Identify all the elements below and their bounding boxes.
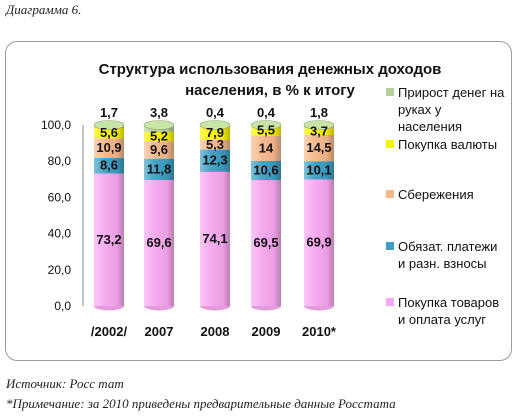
bar-segment-shade (94, 128, 124, 139)
bar-top-cap (250, 120, 282, 130)
bar-segment-shade (200, 171, 230, 306)
data-label: 14 (259, 140, 274, 155)
legend-swatch (386, 140, 394, 148)
y-tick-label: 20,0 (48, 263, 72, 277)
legend-swatch (386, 88, 394, 96)
data-label: 8,6 (100, 158, 118, 173)
x-tick-label: 2010* (302, 324, 337, 339)
data-label: 69,5 (253, 235, 278, 250)
data-label: 14,5 (306, 140, 331, 155)
bar-segment-shade (251, 135, 281, 162)
bar-segment-shade (251, 180, 281, 306)
bar-segment-shade (251, 161, 281, 181)
x-tick-label: /2002/ (91, 324, 128, 339)
bar-segment-shade (144, 158, 174, 181)
bar-segment-shade (304, 128, 334, 135)
data-label: 11,8 (147, 161, 172, 176)
bar-top-cap (303, 120, 335, 130)
bar-segment-shade (94, 157, 124, 174)
data-label: 12,3 (202, 153, 227, 168)
data-label: 5,6 (100, 125, 118, 140)
data-label: 0,4 (257, 105, 276, 120)
y-tick-label: 40,0 (48, 227, 72, 241)
bar-segment-shade (144, 141, 174, 159)
data-label: 5,2 (150, 129, 168, 144)
bar-segment-shade (200, 140, 230, 150)
x-tick-label: 2009 (252, 324, 281, 339)
legend-label: Сбережения (398, 187, 474, 202)
legend-swatch (386, 242, 394, 250)
data-label: 3,8 (150, 105, 168, 120)
data-label: 5,5 (257, 123, 275, 138)
chart-title-line1: Структура использования денежных доходов (98, 61, 442, 78)
legend-swatch (386, 190, 394, 198)
figure-caption: Диаграмма 6. (6, 2, 82, 17)
y-tick-label: 0,0 (54, 299, 71, 313)
bar-top-cap (199, 120, 231, 130)
legend-label: Прирост денег на руках у населения (398, 85, 505, 134)
y-tick-label: 80,0 (48, 154, 72, 168)
legend-label: Покупка товаров и оплата услуг (398, 295, 500, 327)
data-label: 3,7 (310, 124, 328, 139)
data-label: 69,9 (306, 235, 331, 250)
data-label: 10,9 (96, 140, 121, 155)
data-label: 74,1 (202, 231, 227, 246)
data-label: 9,6 (150, 142, 168, 157)
x-tick-label: 2007 (145, 324, 174, 339)
data-label: 1,8 (310, 105, 328, 120)
bar-segment-shade (144, 180, 174, 306)
x-tick-label: 2008 (201, 324, 230, 339)
bar-segment-shade (144, 131, 174, 142)
data-label: 0,4 (206, 105, 225, 120)
footnote: *Примечание: за 2010 приведены предварит… (6, 396, 396, 411)
data-label: 10,6 (253, 163, 278, 178)
bar-segment-shade (304, 134, 334, 162)
bar-segment-shade (251, 125, 281, 136)
bar-segment-shade (304, 161, 334, 180)
bar-top-cap (93, 120, 125, 130)
y-tick-label: 100,0 (41, 118, 71, 132)
data-label: 10,1 (306, 162, 331, 177)
data-label: 73,2 (96, 232, 121, 247)
legend-label: Покупка валюты (398, 137, 498, 152)
data-label: 7,9 (206, 125, 224, 140)
bar-top-cap (143, 120, 175, 130)
bar-segment-shade (94, 173, 124, 306)
data-label: 69,6 (146, 235, 171, 250)
legend-swatch (386, 298, 394, 306)
chart-legend: Прирост денег на руках у населения Покуп… (386, 84, 506, 354)
legend-label: Обязат. платежи и разн. взносы (398, 239, 498, 271)
bar-segment-shade (304, 179, 334, 306)
source-note: Источник: Росс тат (6, 376, 124, 391)
chart-title: Структура использования денежных доходов… (60, 59, 480, 101)
bar-segment-shade (200, 125, 230, 141)
bar-segment-shade (94, 138, 124, 158)
chart-title-line2: населения, в % к итогу (185, 82, 355, 99)
data-label: 1,7 (100, 105, 118, 120)
data-label: 5,3 (206, 137, 224, 152)
bar-segment-shade (200, 149, 230, 172)
y-tick-label: 60,0 (48, 190, 72, 204)
